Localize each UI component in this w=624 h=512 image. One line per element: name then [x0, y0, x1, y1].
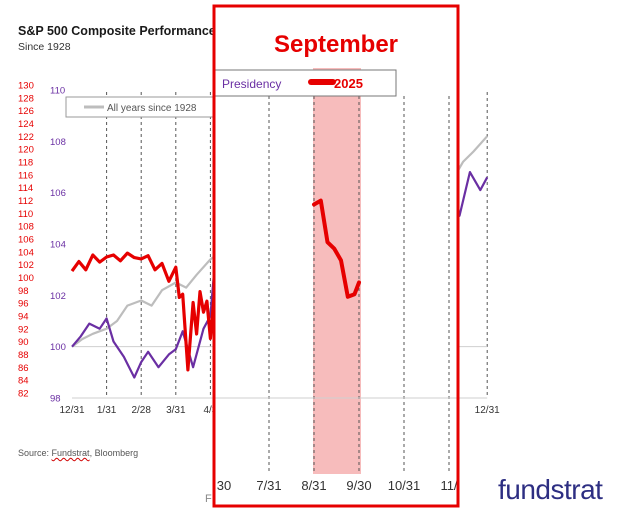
- overlay-x-axis: 30 7/31 8/31 9/30 10/31 11/: [217, 478, 458, 493]
- overlay-x-tick-label: 9/30: [346, 478, 371, 493]
- overlay-x-tick-label: 11/: [440, 478, 457, 493]
- x-tick-label: 2/28: [131, 405, 151, 416]
- fundstrat-logo: fundstrat: [498, 474, 603, 505]
- left-axis-tick: 94: [18, 312, 29, 323]
- source-note: Source: Fundstrat, Bloomberg: [18, 448, 138, 458]
- legend-label-all-years: All years since 1928: [107, 103, 197, 114]
- overlay-border: [212, 4, 460, 508]
- chart-title: S&P 500 Composite Performance YTD b: [18, 24, 256, 38]
- left-axis-tick: 122: [18, 132, 34, 143]
- left-axis-tick: 126: [18, 106, 34, 117]
- left-axis-tick: 88: [18, 350, 29, 361]
- right-axis-tick: 106: [50, 188, 66, 199]
- right-axis-tick: 100: [50, 342, 66, 353]
- overlay-x-tick-label: 30: [217, 478, 231, 493]
- source-prefix: Source:: [18, 448, 52, 458]
- right-axis-tick: 110: [50, 86, 65, 97]
- left-axis-tick: 112: [18, 196, 33, 207]
- left-axis-tick: 118: [18, 158, 33, 169]
- overlay-series-layer: [312, 198, 361, 299]
- left-axis-tick: 90: [18, 337, 29, 348]
- left-axis-tick: 96: [18, 299, 29, 310]
- left-axis-tick: 124: [18, 119, 34, 130]
- partial-glyph: F: [205, 493, 212, 505]
- overlay-x-tick-label: 10/31: [388, 478, 421, 493]
- left-axis-tick: 104: [18, 247, 34, 258]
- left-axis-tick: 114: [18, 183, 33, 194]
- left-axis-tick: 98: [18, 286, 29, 297]
- left-axis: 1301281261241221201181161141121101081061…: [18, 81, 34, 400]
- left-axis-tick: 82: [18, 389, 29, 400]
- overlay-legend-presidency: Presidency: [222, 77, 281, 91]
- left-axis-tick: 102: [18, 260, 34, 271]
- left-axis-tick: 92: [18, 324, 29, 335]
- x-tick-label: 1/31: [97, 405, 117, 416]
- right-axis-tick: 98: [50, 394, 61, 405]
- left-axis-tick: 84: [18, 376, 29, 387]
- left-axis-tick: 86: [18, 363, 29, 374]
- right-axis-tick: 104: [50, 240, 66, 251]
- left-axis-tick: 120: [18, 145, 34, 156]
- x-tick-label: 4/3: [203, 405, 217, 416]
- left-axis-tick: 100: [18, 273, 34, 284]
- x-tick-label: 12/31: [59, 405, 84, 416]
- left-axis-tick: 108: [18, 222, 34, 233]
- x-tick-label: 3/31: [166, 405, 186, 416]
- right-axis: 110 108 106 104 102 100 98: [50, 86, 66, 405]
- right-axis-tick: 108: [50, 137, 66, 148]
- left-axis-tick: 128: [18, 93, 34, 104]
- overlay-x-tick-label: 7/31: [256, 478, 281, 493]
- overlay-legend-2025: 2025: [334, 76, 363, 91]
- overlay-legend-box: [213, 69, 397, 97]
- september-band: [313, 68, 361, 474]
- september-overlay: 30 7/31 8/31 9/30 10/31 11/ September Preside…: [212, 4, 460, 508]
- left-axis-tick: 106: [18, 235, 34, 246]
- source-fundstrat: Fundstrat: [51, 448, 90, 458]
- left-axis-tick: 110: [18, 209, 33, 220]
- right-axis-tick: 102: [50, 291, 66, 302]
- chart-subtitle: Since 1928: [18, 41, 71, 53]
- overlay-series-line-2025: [312, 198, 361, 299]
- overlay-x-tick-label: 8/31: [301, 478, 326, 493]
- left-axis-tick: 130: [18, 81, 34, 92]
- source-rest: , Bloomberg: [89, 448, 139, 458]
- left-axis-tick: 116: [18, 170, 33, 181]
- september-heading: September: [274, 31, 398, 58]
- x-tick-label: 12/31: [475, 405, 500, 416]
